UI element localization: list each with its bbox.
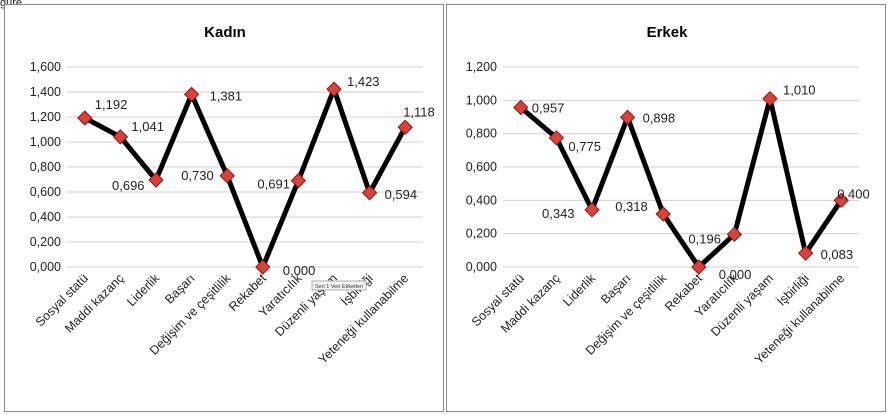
y-tick-label: 1,200 [466,60,497,74]
data-point-marker[interactable] [833,192,849,209]
data-label: 0,343 [542,206,575,221]
data-point-marker[interactable] [655,206,671,222]
data-label: 1,423 [347,74,380,89]
data-point-marker[interactable] [762,90,778,107]
y-tick-label: 0,000 [466,260,497,274]
data-point-marker[interactable] [397,119,413,135]
data-label: 1,381 [210,88,243,103]
chart-title: Erkek [647,24,689,41]
data-label: 1,010 [783,83,816,98]
y-tick-label: 0,600 [466,160,497,174]
chart-panel-kadin: Kadın 0,000 0,200 0,400 0,600 0,800 1,000 1,200… [4,4,444,412]
data-point-marker[interactable] [148,172,164,188]
data-point-marker[interactable] [513,99,529,116]
y-tick-label: 1,000 [30,135,61,149]
y-tick-label: 1,200 [30,110,61,124]
data-label: 0,691 [257,177,290,192]
data-point-marker[interactable] [548,130,565,146]
data-point-marker[interactable] [183,86,200,103]
data-label: 1,118 [403,104,435,119]
data-point-marker[interactable] [112,129,129,145]
x-tick-label: Liderlik [124,271,162,309]
data-label: 0,400 [837,186,870,201]
y-tick-label: 0,400 [30,210,61,224]
data-label: 0,318 [615,199,648,214]
data-point-marker[interactable] [326,81,342,97]
y-tick-label: 1,600 [30,60,61,74]
data-point-marker[interactable] [77,110,93,126]
data-label: 0,898 [643,110,676,125]
data-label: 1,192 [95,97,128,112]
data-point-marker[interactable] [584,202,600,218]
x-tick-label: Liderlik [560,271,598,309]
series-line [519,96,844,270]
chart-title: Kadın [204,24,246,41]
y-tick-label: 0,400 [466,193,497,207]
data-point-marker[interactable] [290,172,307,189]
data-label: 0,775 [568,139,601,154]
data-label: 0,196 [688,231,721,246]
data-point-marker[interactable] [361,185,378,201]
y-tick-label: 1,000 [466,93,497,107]
y-tick-label: 0,600 [30,185,61,199]
data-point-marker[interactable] [219,168,235,184]
data-label: 0,957 [532,101,565,116]
data-point-marker[interactable] [619,109,636,126]
chart-erkek: Erkek 0,000 0,200 0,400 0,600 0,800 1,000 1,200… [466,24,870,367]
y-tick-label: 0,200 [30,235,61,249]
data-label: 0,000 [283,263,316,278]
data-label: 0,696 [112,178,145,193]
y-tick-label: 0,800 [466,127,497,141]
y-tick-label: 0,800 [30,160,61,174]
tooltip-text: Seri 1 Veri Etiketleri [315,284,363,290]
data-label: 0,000 [719,267,752,282]
data-point-marker[interactable] [691,259,707,275]
data-label: 0,594 [385,187,418,202]
chart-kadin: Kadın 0,000 0,200 0,400 0,600 0,800 1,000 1,200… [30,24,435,367]
data-label: 0,083 [821,247,854,262]
data-point-marker[interactable] [726,226,743,243]
data-point-marker[interactable] [797,245,814,261]
data-label: 0,730 [181,168,214,183]
y-tick-label: 0,000 [30,260,61,274]
data-label: 1,041 [131,119,164,134]
chart-panel-erkek: Erkek 0,000 0,200 0,400 0,600 0,800 1,000 1,200… [446,4,886,412]
data-point-marker[interactable] [255,259,271,275]
series-tooltip: Seri 1 Veri Etiketleri [311,280,367,291]
y-tick-label: 1,400 [30,85,61,99]
y-tick-label: 0,200 [466,227,497,241]
series-line [83,86,408,270]
